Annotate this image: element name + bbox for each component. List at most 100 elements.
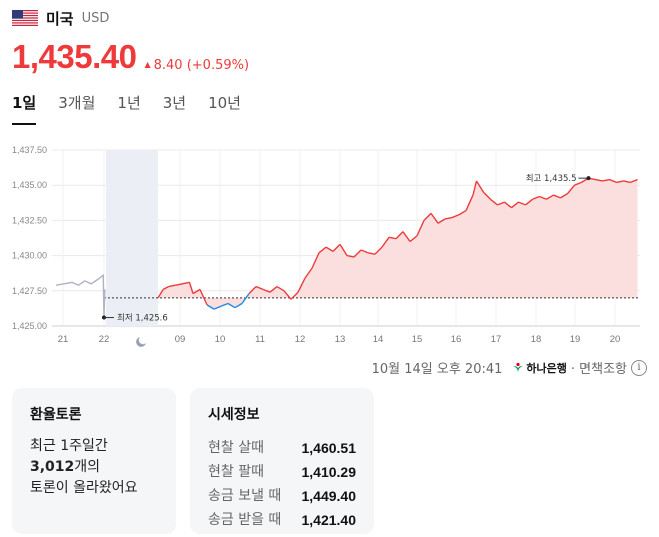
series-segment <box>388 236 397 240</box>
tab-1year[interactable]: 1년 <box>117 94 141 112</box>
up-triangle-icon: ▲ <box>144 60 151 69</box>
info-icon[interactable]: i <box>631 359 647 376</box>
y-tick-label: 1,437.50 <box>12 145 47 155</box>
series-segment <box>465 194 474 211</box>
us-flag-icon <box>12 10 38 26</box>
series-segment <box>511 201 519 209</box>
series-segment <box>157 289 164 299</box>
x-tick-label: 09 <box>175 334 186 345</box>
series-segment <box>595 178 603 182</box>
discussion-line3: 토론이 올라왔어요 <box>30 480 138 496</box>
tab-1day[interactable]: 1일 <box>12 92 37 125</box>
series-segment <box>518 201 526 206</box>
quote-value: 1,449.40 <box>301 488 357 504</box>
tab-10years[interactable]: 10년 <box>208 94 241 112</box>
series-segment <box>262 288 271 293</box>
series-segment <box>304 267 313 279</box>
currency-code: USD <box>81 10 110 26</box>
series-segment <box>609 178 617 184</box>
quote-card: 시세정보 현찰 살때 1,460.51 현찰 팔때 1,410.29 송금 보낼… <box>190 388 374 534</box>
series-segment <box>188 282 194 294</box>
series-segment <box>472 180 478 196</box>
currency-header: 미국 USD <box>12 8 109 28</box>
hana-bank-logo-icon <box>513 362 524 373</box>
series-segment <box>374 246 383 255</box>
y-tick-label: 1,430.00 <box>12 251 47 261</box>
series-segment <box>539 195 547 200</box>
discussion-count: 3,012 <box>30 459 75 475</box>
x-tick-label: 21 <box>58 334 69 345</box>
series-segment <box>532 195 540 200</box>
series-segment <box>497 201 505 206</box>
y-tick-label: 1,432.50 <box>12 215 47 225</box>
series-segment <box>234 302 243 309</box>
min-label: 최저 1,425.6 <box>117 313 168 324</box>
quote-value: 1,421.40 <box>301 512 357 528</box>
tab-3years[interactable]: 3년 <box>162 94 187 112</box>
series-segment <box>206 304 215 310</box>
discussion-line1: 최근 1주일간 <box>30 438 108 454</box>
x-tick-label: 10 <box>215 334 226 345</box>
series-segment <box>602 178 610 182</box>
quote-label: 송금 받을 때 <box>208 512 282 528</box>
series-segment <box>241 293 250 304</box>
series-segment <box>409 235 418 243</box>
series-segment <box>192 288 201 295</box>
disclaimer-link[interactable]: · 면책조항 <box>570 362 627 377</box>
exchange-rate-chart[interactable]: 1,437.50 1,435.00 1,432.50 1,430.00 1,427.50… <box>0 140 659 350</box>
series-segment <box>423 212 432 221</box>
source-line: 10월 14일 오후 20:41 하나은행 · 면책조항 i <box>372 358 647 377</box>
discussion-card[interactable]: 환율토론 최근 1주일간 3,012개의 토론이 올라왔어요 <box>12 388 176 534</box>
series-segment <box>346 254 355 258</box>
discussion-line2: 3,012개의 <box>30 457 158 478</box>
series-segment <box>175 283 183 286</box>
series-segment <box>332 243 341 252</box>
series-segment <box>367 252 376 255</box>
price-change-text: 8.40 (+0.59%) <box>153 58 250 73</box>
x-axis-labels: 21 22 09 10 11 12 13 14 15 16 17 18 19 20 <box>58 334 621 347</box>
moon-icon <box>136 337 146 347</box>
series-segment <box>162 285 169 291</box>
series-segment <box>311 252 320 269</box>
series-segment <box>318 246 327 254</box>
y-axis-labels: 1,437.50 1,435.00 1,432.50 1,430.00 1,427.50… <box>12 145 47 331</box>
discussion-count-suffix: 개의 <box>74 459 101 475</box>
bank-label: 하나은행 <box>526 361 567 375</box>
series-segment <box>630 178 638 184</box>
series-segment <box>525 198 533 206</box>
quote-label: 현찰 팔때 <box>208 464 264 480</box>
tab-3months[interactable]: 3개월 <box>58 94 96 112</box>
series-area <box>158 178 638 310</box>
quote-row: 송금 보낼 때 1,449.40 <box>208 484 356 508</box>
quote-value: 1,410.29 <box>301 464 357 480</box>
series-segment <box>560 193 568 199</box>
series-segment <box>504 201 512 209</box>
series-segment <box>546 194 554 200</box>
y-tick-label: 1,435.00 <box>12 180 47 190</box>
series-segment <box>283 290 292 300</box>
series-segment <box>248 286 257 295</box>
max-label: 최고 1,435.5 <box>526 173 577 184</box>
series-segment <box>395 231 404 240</box>
current-price: 1,435.40 <box>12 38 137 75</box>
series-segment <box>269 286 278 293</box>
max-marker-dot <box>586 176 591 181</box>
series-segment <box>339 243 348 256</box>
series-segment <box>182 281 190 285</box>
series-segment <box>290 291 299 300</box>
x-tick-label: 20 <box>610 334 621 345</box>
series-segment <box>475 180 485 193</box>
series-segment <box>451 214 460 219</box>
y-tick-label: 1,427.50 <box>12 286 47 296</box>
x-tick-label: 14 <box>373 334 384 345</box>
quote-label: 현찰 살때 <box>208 440 264 456</box>
quote-row: 송금 받을 때 1,421.40 <box>208 508 356 532</box>
series-segment <box>623 180 631 184</box>
series-segment <box>325 246 334 252</box>
series-segment <box>574 181 582 186</box>
chart-annotations: 최고 1,435.5 최저 1,425.6 <box>102 173 591 324</box>
series-segment <box>360 249 369 254</box>
series-segment <box>168 284 176 288</box>
night-band <box>106 150 158 326</box>
series-segment <box>458 209 467 216</box>
